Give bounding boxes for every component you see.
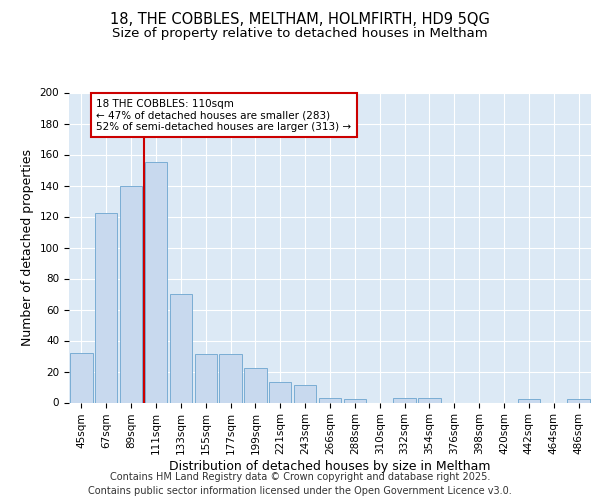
- Bar: [418, 398, 440, 402]
- Text: Contains HM Land Registry data © Crown copyright and database right 2025.
Contai: Contains HM Land Registry data © Crown c…: [88, 472, 512, 496]
- Bar: [294, 386, 316, 402]
- Bar: [70, 353, 92, 403]
- Bar: [244, 368, 266, 402]
- X-axis label: Distribution of detached houses by size in Meltham: Distribution of detached houses by size …: [169, 460, 491, 473]
- Bar: [269, 382, 292, 402]
- Bar: [344, 400, 366, 402]
- Bar: [319, 398, 341, 402]
- Text: Size of property relative to detached houses in Meltham: Size of property relative to detached ho…: [112, 28, 488, 40]
- Bar: [120, 186, 142, 402]
- Bar: [220, 354, 242, 403]
- Bar: [394, 398, 416, 402]
- Y-axis label: Number of detached properties: Number of detached properties: [21, 149, 34, 346]
- Bar: [194, 354, 217, 403]
- Bar: [170, 294, 192, 403]
- Text: 18 THE COBBLES: 110sqm
← 47% of detached houses are smaller (283)
52% of semi-de: 18 THE COBBLES: 110sqm ← 47% of detached…: [97, 98, 352, 132]
- Text: 18, THE COBBLES, MELTHAM, HOLMFIRTH, HD9 5QG: 18, THE COBBLES, MELTHAM, HOLMFIRTH, HD9…: [110, 12, 490, 28]
- Bar: [95, 214, 118, 402]
- Bar: [568, 400, 590, 402]
- Bar: [518, 400, 540, 402]
- Bar: [145, 162, 167, 402]
